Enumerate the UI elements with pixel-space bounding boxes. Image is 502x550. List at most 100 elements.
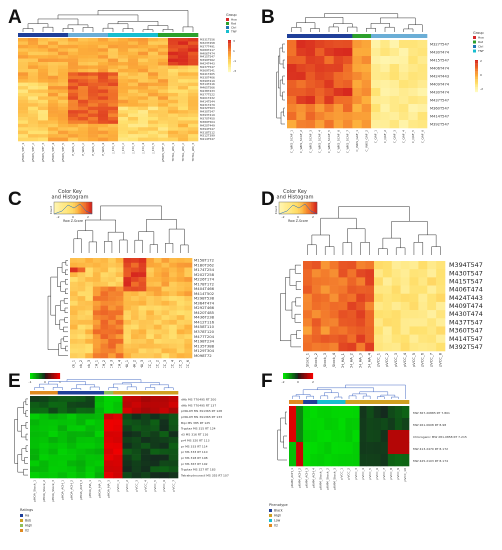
heatmap-cell: [98, 103, 109, 107]
heatmap-cell: [58, 72, 69, 77]
heatmap-cell: [38, 116, 49, 121]
heatmap-cell: [159, 396, 170, 403]
color-key-tick: -2: [282, 215, 285, 219]
heatmap-cell: [57, 419, 68, 426]
heatmap-cell: [188, 82, 199, 87]
heatmap-cell: [18, 89, 29, 94]
heatmap-cell: [146, 329, 155, 335]
heatmap-cell: [427, 277, 437, 286]
heatmap-cell: [58, 99, 69, 104]
heatmap-cell: [315, 104, 325, 113]
heatmap-cell: [78, 96, 89, 101]
heatmap-cell: [123, 338, 132, 345]
row-label: M330T406: [200, 75, 215, 79]
heatmap-cell: [427, 310, 437, 319]
heatmap-cell: [374, 293, 384, 303]
heatmap-cell: [389, 112, 400, 121]
heatmap-cell: [356, 277, 366, 286]
heatmap-cell: [131, 472, 142, 479]
col-label: pVCC_3: [394, 353, 398, 367]
heatmap-cell: [359, 442, 367, 455]
heatmap-cell: [146, 286, 155, 292]
heatmap-cell: [78, 62, 89, 66]
scale-step: [51, 373, 53, 379]
heatmap-cell: [148, 65, 159, 70]
heatmap-cell: [287, 120, 297, 129]
heatmap-cell: [296, 430, 304, 443]
heatmap-cell: [159, 454, 170, 461]
heatmap-cell: [168, 92, 179, 97]
heatmap-cell: [338, 318, 348, 327]
col-label: pVCC_1: [148, 360, 152, 368]
heatmap-cell: [158, 127, 169, 131]
heatmap-cell: [57, 454, 68, 461]
heatmap-cell: [382, 277, 393, 286]
heatmap-cell: [68, 79, 79, 83]
heatmap-cell: [128, 48, 139, 53]
heatmap-cell: [158, 116, 169, 121]
heatmap-cell: [39, 454, 49, 461]
col-label: pKAM_ACH_2: [297, 468, 301, 488]
heatmap-cell: [169, 300, 178, 306]
heatmap-cell: [85, 343, 94, 349]
heatmap-cell: [85, 466, 96, 473]
row-label: pr MS 367 RT 102: [181, 462, 208, 466]
heatmap-cell: [98, 92, 109, 97]
heatmap-cell: [48, 89, 59, 94]
heatmap-cell: [88, 79, 99, 83]
heatmap-cell: [148, 48, 159, 53]
heatmap-cell: [138, 262, 147, 268]
heatmap-cell: [296, 88, 306, 97]
heatmap-cell: [168, 113, 179, 118]
heatmap-cell: [320, 277, 330, 286]
legend-swatch: [226, 26, 229, 29]
col-label: pKAM_ACH_4: [117, 360, 121, 368]
heatmap-cell: [343, 88, 353, 97]
heatmap-cell: [108, 272, 117, 278]
heatmap-cell: [389, 64, 400, 73]
heatmap-cell: [92, 267, 101, 273]
scale-step: [299, 373, 302, 379]
heatmap-cell: [104, 472, 114, 479]
heatmap-cell: [153, 305, 162, 311]
heatmap-cell: [138, 55, 149, 59]
heatmap-cell: [380, 442, 389, 455]
heatmap-cell: [169, 338, 178, 345]
heatmap-cell: [48, 130, 59, 135]
color-key-step: [290, 202, 292, 214]
group-color-cell: [305, 34, 316, 38]
legend-swatch: [269, 514, 272, 517]
heatmap-cell: [333, 48, 344, 57]
heatmap-cell: [48, 407, 59, 414]
col-label: pVCC_2: [125, 480, 129, 492]
heatmap-cell: [366, 406, 375, 419]
row-label: MW 425.2103 RT 8.174: [413, 459, 448, 463]
scale-step: [475, 60, 478, 62]
heatmap-cell: [168, 116, 179, 121]
scale-step: [310, 373, 312, 379]
row-label: M360T547: [430, 107, 449, 111]
heatmap-cell: [58, 79, 69, 83]
heatmap-cell: [68, 96, 79, 101]
color-key-step: [299, 202, 302, 214]
heatmap-cell: [409, 293, 419, 303]
col-label: pKAM_Stock_1: [72, 360, 76, 368]
heatmap-cell: [303, 285, 313, 295]
heatmap-cell: [92, 343, 101, 349]
heatmap-cell: [128, 120, 139, 125]
heatmap-cell: [365, 310, 375, 319]
col-label: pVCC_2: [385, 353, 389, 367]
heatmap-cell: [88, 44, 99, 49]
heatmap-cell: [417, 64, 428, 73]
heatmap-cell: [153, 353, 162, 359]
color-key-tick: 0: [72, 215, 74, 219]
heatmap-cell: [88, 116, 99, 121]
heatmap-cell: [150, 419, 160, 426]
heatmap-cell: [161, 291, 170, 297]
heatmap-cell: [58, 44, 69, 49]
heatmap-cell: [399, 80, 409, 89]
heatmap-cell: [85, 277, 94, 283]
heatmap-cell: [98, 106, 109, 111]
heatmap-cell: [58, 65, 69, 70]
